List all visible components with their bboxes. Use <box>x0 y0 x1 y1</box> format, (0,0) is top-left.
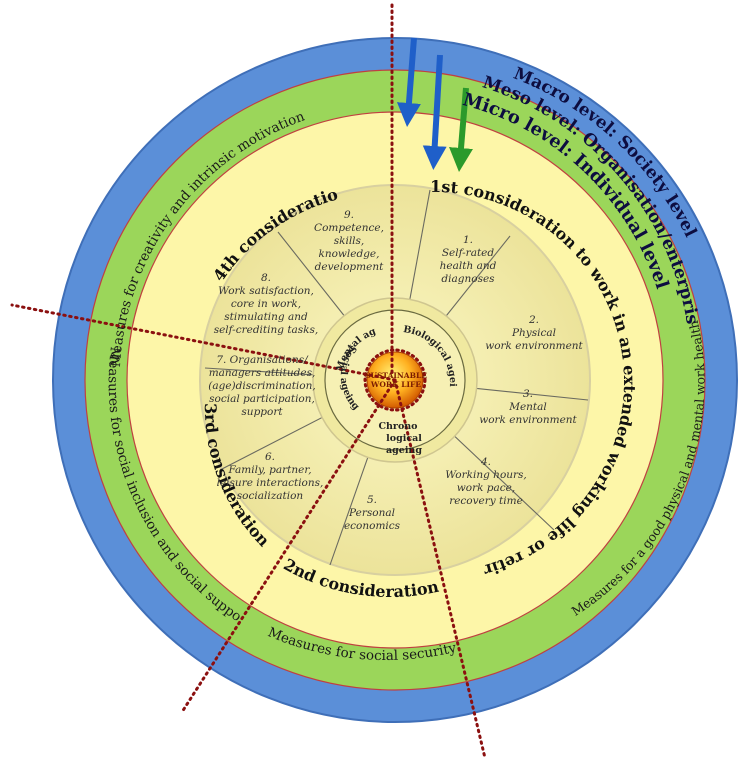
macro-arrow <box>396 37 421 127</box>
core-label: SUSTAINABLE WORK LIFE <box>365 371 427 389</box>
segment-s2-text: 2. Physical work environment <box>485 314 583 352</box>
segment-s3-text: 3. Mental work environment <box>479 388 577 426</box>
meso-arrow <box>422 54 447 170</box>
segment-s4-text: 4. Working hours, work pace, recovery time <box>445 456 527 507</box>
segment-s9-text: 9. Competence, skills, knowledge, developmen… <box>314 209 384 273</box>
core-dotted-ring <box>363 348 427 412</box>
segment-s6-text: 6. Family, partner, leisure interactions, s… <box>217 451 324 502</box>
chronological-ageing-label: Chrono logical ageing <box>378 421 422 456</box>
micro-arrow <box>449 87 473 172</box>
dotted-lines <box>10 3 487 760</box>
segment-s1-text: 1. Self-rated health and diagnoses <box>440 234 497 285</box>
consideration-segments: 1. Self-rated health and diagnoses 2. Physica… <box>208 209 583 532</box>
segment-s8-text: 8. Work satisfaction, core in work, stimula… <box>214 272 319 336</box>
segment-s7-text: 7. Organisations/managers attitudes, (age… <box>208 354 315 418</box>
segment-s5-text: 5. Personal economics <box>344 494 401 532</box>
